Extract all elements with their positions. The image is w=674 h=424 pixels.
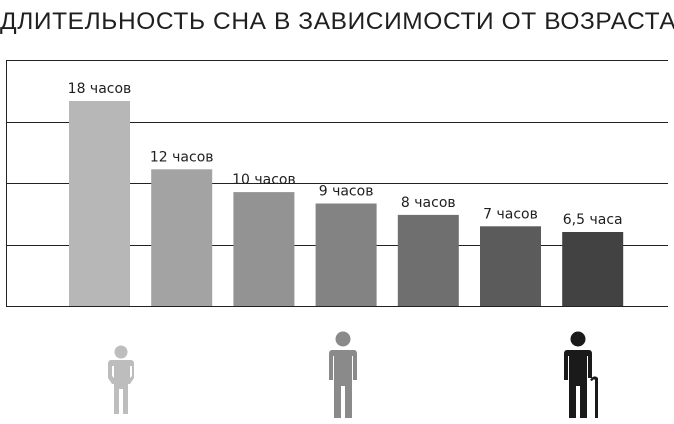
- adult-icon: [329, 331, 357, 418]
- chart-title: ДЛИТЕЛЬНОСТЬ СНА В ЗАВИСИМОСТИ ОТ ВОЗРАС…: [0, 8, 674, 35]
- bar-value-label: 12 часов: [150, 149, 214, 165]
- bar: [315, 203, 377, 306]
- bar-value-label: 8 часов: [401, 195, 456, 211]
- child-icon: [108, 345, 134, 414]
- bar: [562, 232, 624, 306]
- elderly-icon: [564, 331, 598, 418]
- bar: [233, 192, 295, 306]
- bar-value-label: 6,5 часа: [563, 212, 623, 228]
- bar: [480, 226, 541, 306]
- value-labels: 18 часов 12 часов 10 часов 9 часов 8 часов 7 …: [68, 81, 623, 228]
- bar: [151, 169, 213, 306]
- bar-value-label: 10 часов: [232, 172, 296, 188]
- bars: [69, 101, 624, 306]
- bar-value-label: 7 часов: [483, 206, 538, 222]
- bar: [397, 214, 459, 306]
- bar-value-label: 9 часов: [319, 184, 374, 200]
- bar: [69, 101, 130, 306]
- bar-value-label: 18 часов: [68, 81, 132, 97]
